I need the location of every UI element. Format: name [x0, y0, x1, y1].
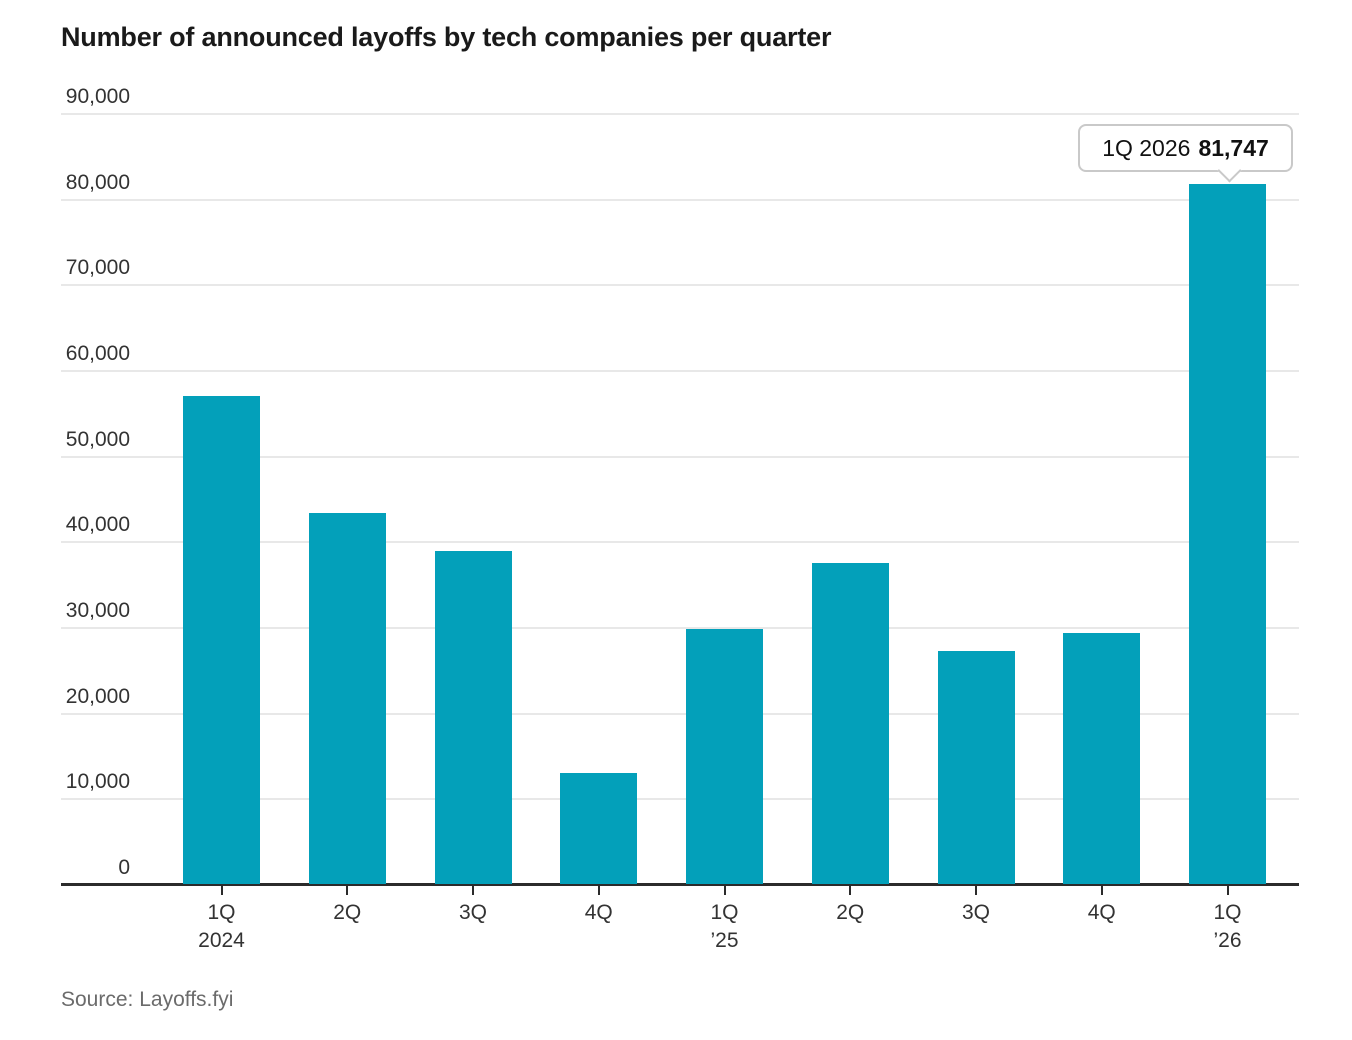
x-axis-tick-label: 3Q — [961, 901, 990, 924]
bar-3q-2025[interactable] — [937, 650, 1015, 884]
chart-title: Number of announced layoffs by tech comp… — [61, 22, 832, 52]
y-axis-tick-label: 10,000 — [65, 770, 130, 794]
x-axis-tick-label: 1Q — [1213, 901, 1242, 924]
gridline — [61, 370, 1299, 372]
tooltip-caret-icon — [1217, 158, 1242, 183]
bar-4q-2024[interactable] — [560, 772, 638, 884]
x-axis-tick — [849, 886, 852, 895]
x-axis-tick — [1100, 886, 1103, 895]
y-axis-tick-label: 90,000 — [65, 85, 130, 108]
gridline — [61, 284, 1299, 287]
gridline — [61, 798, 1299, 801]
tooltip-label: 1Q 2026 — [1102, 134, 1191, 161]
x-axis-tick-label: 4Q — [584, 901, 613, 924]
tooltip: 1Q 2026 81,747 — [1078, 124, 1293, 183]
bar-3q-2024[interactable] — [434, 550, 512, 884]
bar-1q-2024[interactable] — [183, 395, 260, 884]
x-axis-tick — [472, 886, 474, 895]
x-axis-tick-label: 1Q — [710, 901, 739, 924]
x-axis-tick-label: 2Q — [333, 901, 362, 924]
x-axis-tick — [723, 886, 726, 895]
y-axis-tick-label: 60,000 — [65, 342, 130, 365]
x-axis-tick-year-label: 2024 — [198, 929, 245, 952]
y-axis-tick-label: 80,000 — [65, 170, 130, 194]
x-axis-tick-label: 2Q — [836, 901, 865, 924]
x-axis-tick — [346, 886, 349, 895]
y-axis-tick-label: 70,000 — [65, 256, 130, 280]
x-axis-tick — [975, 886, 977, 895]
gridline — [61, 455, 1299, 458]
gridline — [61, 113, 1299, 115]
y-axis-tick-label: 0 — [118, 856, 130, 879]
y-axis-tick-label: 20,000 — [65, 684, 130, 708]
x-axis-tick-label: 4Q — [1087, 901, 1116, 924]
x-axis-tick — [220, 886, 223, 895]
tooltip-value: 81,747 — [1198, 134, 1269, 161]
gridline — [61, 712, 1299, 715]
bar-2q-2025[interactable] — [811, 562, 889, 884]
x-axis-tick-year-label: ’26 — [1213, 929, 1242, 952]
bar-4q-2025[interactable] — [1063, 632, 1141, 884]
gridline — [61, 541, 1299, 544]
x-axis-tick-year-label: ’25 — [710, 929, 739, 952]
x-axis-line — [61, 883, 1299, 886]
gridline — [61, 198, 1299, 201]
y-axis-tick-label: 30,000 — [65, 599, 130, 622]
bar-2q-2024[interactable] — [308, 513, 386, 884]
y-axis-tick-label: 40,000 — [65, 513, 130, 537]
bar-1q-2025[interactable] — [686, 628, 763, 884]
bar-1q-2026[interactable] — [1189, 183, 1266, 884]
x-axis-tick — [597, 886, 600, 895]
source-note: Source: Layoffs.fyi — [61, 988, 234, 1011]
x-axis-tick-label: 3Q — [458, 901, 487, 924]
x-axis-tick — [1226, 886, 1229, 895]
x-axis-tick-label: 1Q — [207, 901, 236, 924]
gridline — [61, 627, 1299, 629]
y-axis-tick-label: 50,000 — [65, 427, 130, 451]
